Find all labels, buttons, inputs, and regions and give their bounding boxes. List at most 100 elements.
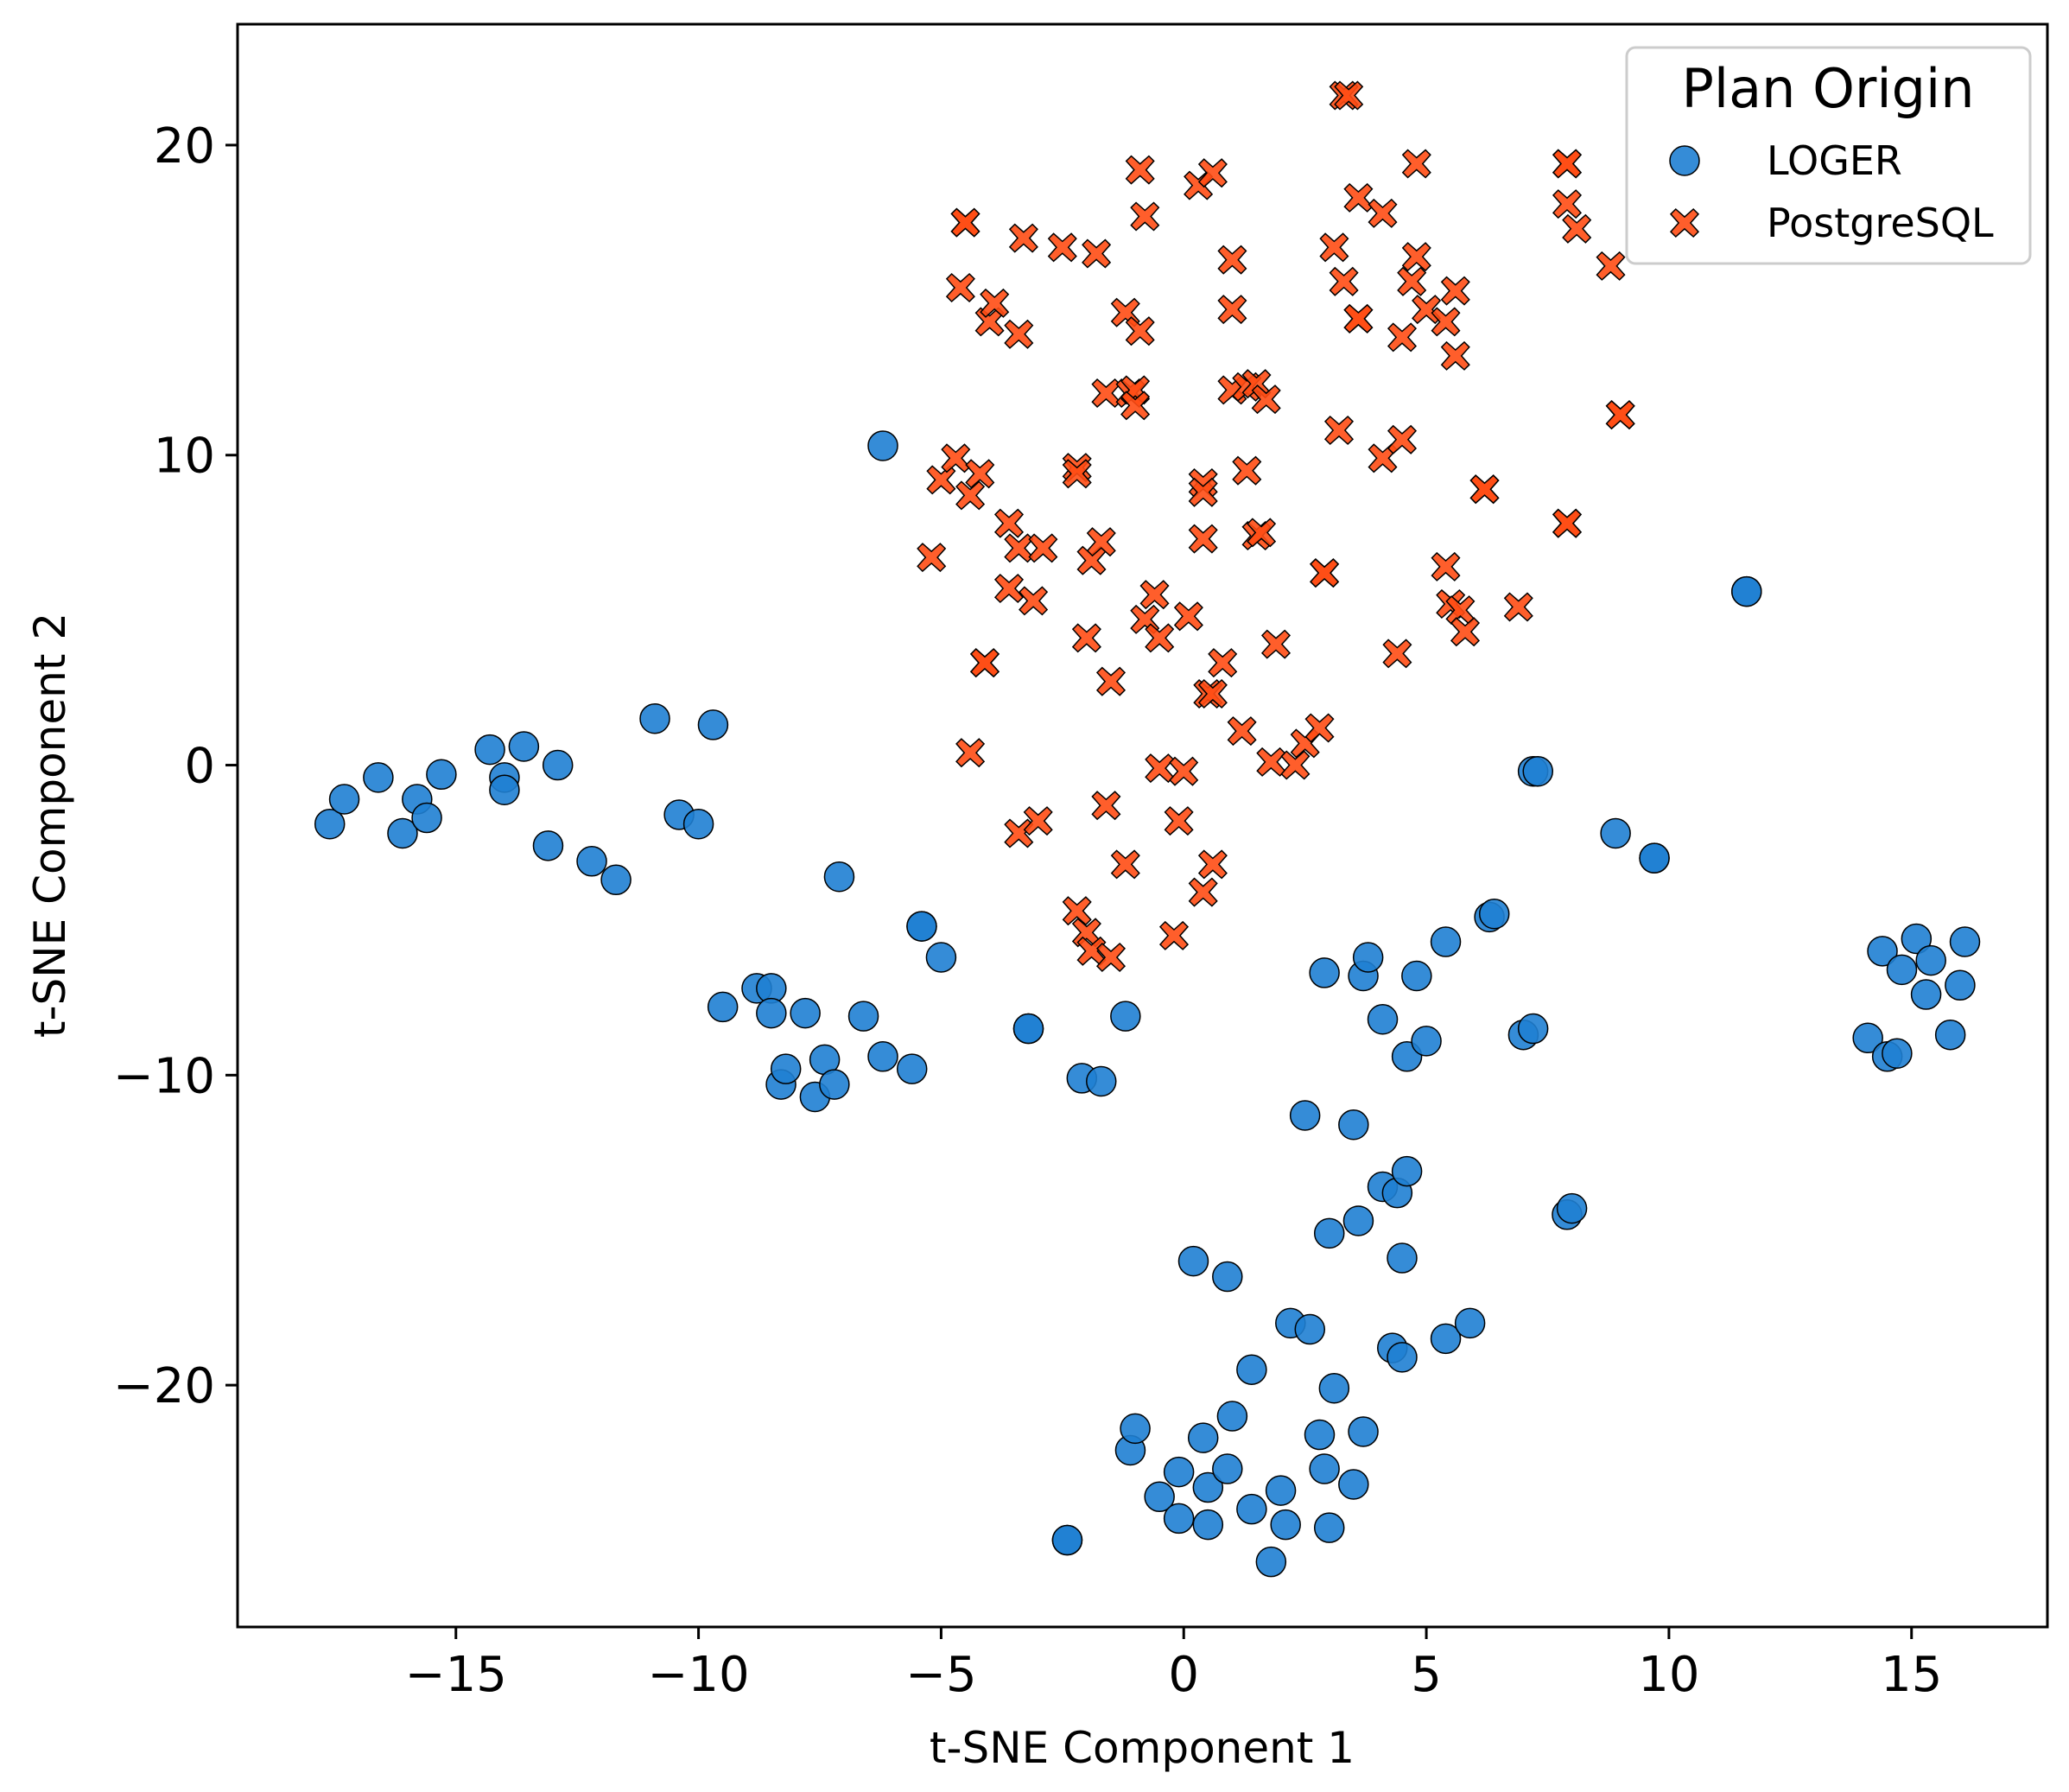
data-point-postgresql <box>1188 524 1218 554</box>
data-point-loger <box>1318 1372 1350 1404</box>
data-point-loger <box>411 802 442 834</box>
data-point-postgresql <box>1004 818 1034 848</box>
data-point-postgresql <box>1387 322 1418 353</box>
data-point-loger <box>532 830 564 861</box>
data-point-loger <box>1212 1453 1243 1484</box>
data-point-loger <box>1430 926 1462 957</box>
data-point-postgresql <box>1028 533 1058 563</box>
data-point-postgresql <box>917 543 947 573</box>
plot-frame <box>236 22 2049 1629</box>
data-point-postgresql <box>941 443 971 473</box>
x-tick-label: 5 <box>1411 1647 1442 1703</box>
data-point-postgresql <box>1260 629 1292 659</box>
data-point-loger <box>1163 1503 1195 1535</box>
data-point-loger <box>1313 1217 1345 1249</box>
data-point-loger <box>790 997 821 1029</box>
data-point-loger <box>1309 1453 1340 1484</box>
data-point-loger <box>1212 1261 1243 1293</box>
data-point-postgresql <box>1412 295 1442 325</box>
data-point-postgresql <box>1125 316 1155 346</box>
data-point-postgresql <box>1469 474 1500 505</box>
data-point-postgresql <box>1596 251 1626 281</box>
data-point-postgresql <box>1232 455 1262 486</box>
data-point-postgresql <box>1343 303 1374 334</box>
data-point-postgresql <box>1095 942 1127 973</box>
data-point-postgresql <box>1343 182 1374 213</box>
data-point-loger <box>1600 817 1631 849</box>
data-point-loger <box>1338 1109 1369 1141</box>
x-tick-label: 0 <box>1168 1647 1199 1703</box>
data-point-postgresql <box>1139 580 1170 610</box>
data-point-loger <box>1144 1481 1175 1513</box>
data-point-loger <box>1639 842 1670 874</box>
data-point-loger <box>1255 1546 1287 1578</box>
data-point-postgresql <box>1125 155 1155 185</box>
data-point-loger <box>823 861 855 893</box>
data-point-postgresql <box>1304 713 1335 743</box>
data-point-loger <box>1313 1512 1345 1543</box>
data-point-loger <box>707 991 739 1023</box>
data-point-loger <box>1289 1100 1321 1131</box>
data-point-loger <box>847 1001 879 1032</box>
data-point-postgresql <box>1401 149 1431 179</box>
data-point-postgresql <box>1247 518 1277 548</box>
data-point-loger <box>1387 1342 1418 1373</box>
data-point-loger <box>1886 954 1918 986</box>
data-point-postgresql <box>965 459 995 489</box>
data-point-loger <box>819 1069 850 1100</box>
data-point-postgresql <box>1503 592 1533 622</box>
data-point-postgresql <box>1062 896 1092 926</box>
data-point-postgresql <box>1251 384 1281 415</box>
y-tick-label: 10 <box>154 429 215 485</box>
data-point-postgresql <box>1145 623 1175 653</box>
legend-marker-loger <box>1669 145 1700 176</box>
data-point-loger <box>1270 1509 1301 1541</box>
data-point-loger <box>1309 957 1340 988</box>
legend-box <box>1625 46 2032 265</box>
legend-label-postgresql: PostgreSQL <box>1767 200 1994 246</box>
data-point-loger <box>1192 1471 1224 1503</box>
data-point-postgresql <box>1019 586 1049 616</box>
data-point-postgresql <box>1368 198 1398 228</box>
data-point-postgresql <box>1280 750 1311 780</box>
data-point-loger <box>363 762 394 793</box>
y-tick-label: −10 <box>113 1048 215 1104</box>
x-tick-label: −15 <box>405 1647 507 1703</box>
data-point-loger <box>1949 926 1981 957</box>
data-point-loger <box>314 808 346 840</box>
data-point-loger <box>756 997 787 1029</box>
data-point-postgresql <box>1023 806 1053 836</box>
data-point-postgresql <box>1004 533 1034 563</box>
data-point-postgresql <box>1552 508 1583 538</box>
data-point-loger <box>1934 1019 1966 1051</box>
data-point-postgresql <box>1440 276 1470 306</box>
data-point-loger <box>489 774 520 805</box>
data-point-loger <box>1901 923 1933 955</box>
data-point-postgresql <box>993 573 1025 604</box>
data-point-loger <box>1391 1155 1423 1187</box>
data-point-postgresql <box>1208 648 1238 678</box>
data-point-postgresql <box>955 738 986 768</box>
data-point-loger <box>1163 1456 1195 1488</box>
data-point-postgresql <box>1334 80 1364 111</box>
y-tick-label: 20 <box>154 118 215 175</box>
plot-marks <box>314 80 1981 1578</box>
data-point-loger <box>1411 1026 1442 1057</box>
data-point-postgresql <box>1401 242 1431 272</box>
data-point-loger <box>1945 969 1976 1001</box>
data-point-loger <box>896 1053 928 1084</box>
data-point-loger <box>1236 1493 1267 1525</box>
data-point-postgresql <box>1197 158 1228 188</box>
y-axis-label: t-SNE Component 2 <box>25 613 75 1038</box>
data-point-loger <box>1556 1192 1588 1224</box>
data-point-loger <box>1352 942 1384 973</box>
data-point-loger <box>1882 1038 1913 1069</box>
data-point-loger <box>1342 1205 1374 1236</box>
data-point-postgresql <box>1440 340 1470 371</box>
data-point-loger <box>1086 1065 1117 1097</box>
x-tick-label: −10 <box>647 1647 749 1703</box>
x-tick-label: 15 <box>1881 1647 1942 1703</box>
data-point-postgresql <box>1110 849 1140 880</box>
data-point-postgresql <box>1188 877 1218 907</box>
